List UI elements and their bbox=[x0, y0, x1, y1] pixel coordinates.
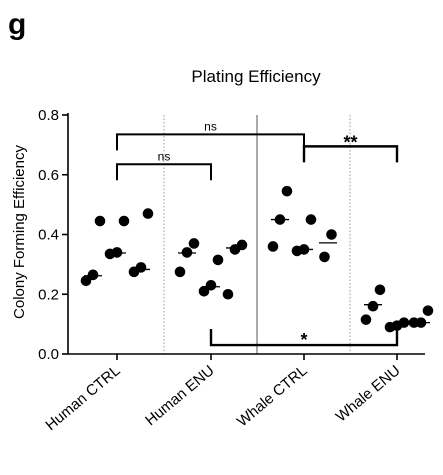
data-point bbox=[212, 254, 224, 266]
data-point bbox=[267, 241, 279, 252]
significance-label: ns bbox=[158, 149, 171, 163]
plot-area: 0.0 0.2 0.4 0.6 0.8 Human CTRL Human ENU Whale … bbox=[38, 107, 434, 434]
x-tick-label: Whale ENU bbox=[333, 362, 404, 425]
x-tick-label: Whale CTRL bbox=[234, 362, 311, 430]
data-point bbox=[94, 215, 106, 227]
significance-bracket bbox=[116, 133, 305, 151]
significance-label: ns bbox=[204, 119, 217, 133]
significance-label: * bbox=[300, 330, 307, 350]
data-point bbox=[118, 215, 130, 227]
significance-label: ** bbox=[343, 132, 357, 152]
panel-letter: g bbox=[8, 8, 26, 41]
data-point bbox=[142, 208, 154, 219]
chart-title: Plating Efficiency bbox=[191, 67, 321, 86]
data-point bbox=[422, 305, 434, 316]
data-point bbox=[135, 262, 147, 273]
data-point bbox=[87, 269, 99, 281]
data-point bbox=[305, 214, 317, 225]
data-point bbox=[236, 239, 248, 251]
y-tick-label: 0.4 bbox=[38, 227, 59, 244]
y-tick-label: 0.0 bbox=[38, 346, 59, 363]
y-axis-label: Colony Forming Efficiency bbox=[11, 145, 28, 319]
data-point bbox=[367, 300, 379, 312]
data-point bbox=[188, 238, 200, 249]
significance-bracket bbox=[209, 329, 399, 347]
data-point bbox=[398, 317, 410, 328]
data-point bbox=[319, 251, 330, 263]
data-point bbox=[326, 229, 337, 240]
significance-bracket bbox=[116, 163, 212, 181]
data-point bbox=[374, 284, 386, 296]
data-point bbox=[198, 285, 210, 297]
x-tick-label: Human CTRL bbox=[42, 362, 123, 434]
data-point bbox=[360, 314, 372, 325]
y-tick-label: 0.8 bbox=[38, 107, 59, 124]
y-tick-label: 0.6 bbox=[38, 167, 59, 184]
data-point bbox=[174, 266, 186, 278]
data-point bbox=[222, 288, 234, 300]
data-point bbox=[205, 279, 217, 291]
x-tick-label: Human ENU bbox=[142, 362, 217, 429]
y-tick-label: 0.2 bbox=[38, 286, 59, 303]
significance-bracket bbox=[302, 145, 399, 163]
data-point bbox=[281, 185, 293, 197]
data-point bbox=[80, 275, 92, 287]
